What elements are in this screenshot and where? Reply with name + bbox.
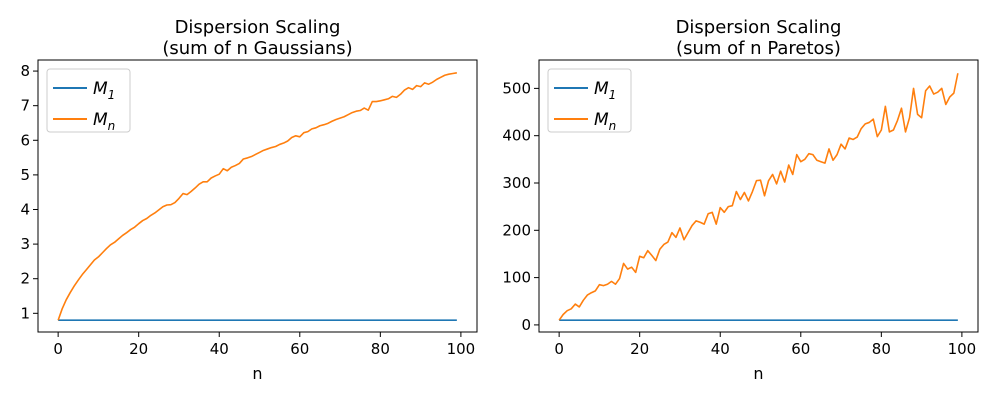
series-line-mn bbox=[558, 73, 959, 321]
legend-label: Mn bbox=[594, 110, 616, 133]
x-tick-label: 0 bbox=[554, 340, 564, 358]
x-tick-label: 80 bbox=[371, 340, 390, 358]
y-tick-label: 500 bbox=[502, 79, 531, 97]
y-tick-label: 5 bbox=[20, 166, 30, 184]
x-tick-label: 0 bbox=[53, 340, 63, 358]
x-tick-label: 20 bbox=[129, 340, 148, 358]
plot-frame bbox=[37, 59, 478, 333]
chart-title-line: Dispersion Scaling bbox=[676, 17, 842, 38]
y-tick-label: 4 bbox=[20, 200, 30, 218]
legend-label-subscript: 1 bbox=[108, 88, 116, 102]
chart-title-line: (sum of n Paretos) bbox=[676, 38, 841, 59]
legend-label-subscript: n bbox=[108, 119, 116, 133]
x-tick-label: 60 bbox=[290, 340, 309, 358]
y-tick-label: 1 bbox=[20, 304, 30, 322]
chart-panel-2: Dispersion Scaling(sum of n Paretos) 0 20 4… bbox=[502, 17, 979, 383]
legend-label-main: M bbox=[594, 110, 609, 130]
y-tick-label: 200 bbox=[502, 221, 531, 239]
y-tick-label: 100 bbox=[502, 269, 531, 287]
x-axis-label: n bbox=[252, 364, 262, 383]
x-tick-label: 100 bbox=[948, 340, 977, 358]
x-tick-label: 60 bbox=[791, 340, 810, 358]
legend-box bbox=[547, 68, 632, 133]
chart-title-line: Dispersion Scaling bbox=[175, 17, 341, 38]
legend-label: M1 bbox=[93, 79, 115, 102]
series-line-mn bbox=[57, 72, 457, 321]
chart-title-line: (sum of n Gaussians) bbox=[162, 38, 352, 59]
chart-panel-1: Dispersion Scaling(sum of n Gaussians) 0 2… bbox=[20, 17, 478, 383]
legend-label-main: M bbox=[93, 79, 108, 99]
y-tick-label: 300 bbox=[502, 174, 531, 192]
legend-label: M1 bbox=[594, 79, 616, 102]
x-tick-label: 40 bbox=[210, 340, 229, 358]
x-tick-label: 100 bbox=[447, 340, 476, 358]
x-tick-label: 80 bbox=[872, 340, 891, 358]
x-axis-label: n bbox=[753, 364, 763, 383]
legend-label-main: M bbox=[93, 110, 108, 130]
legend-box bbox=[46, 68, 131, 133]
legend-label-subscript: n bbox=[609, 119, 617, 133]
y-tick-label: 7 bbox=[20, 97, 30, 115]
y-tick-label: 400 bbox=[502, 127, 531, 145]
y-tick-label: 8 bbox=[20, 62, 30, 80]
x-tick-label: 40 bbox=[711, 340, 730, 358]
plot-frame bbox=[538, 59, 979, 333]
legend-label-subscript: 1 bbox=[609, 88, 617, 102]
x-tick-label: 20 bbox=[630, 340, 649, 358]
y-tick-label: 0 bbox=[521, 316, 531, 334]
y-tick-label: 6 bbox=[20, 131, 30, 149]
y-tick-label: 2 bbox=[20, 270, 30, 288]
y-tick-label: 3 bbox=[20, 235, 30, 253]
legend-label-main: M bbox=[594, 79, 609, 99]
legend-label: Mn bbox=[93, 110, 115, 133]
